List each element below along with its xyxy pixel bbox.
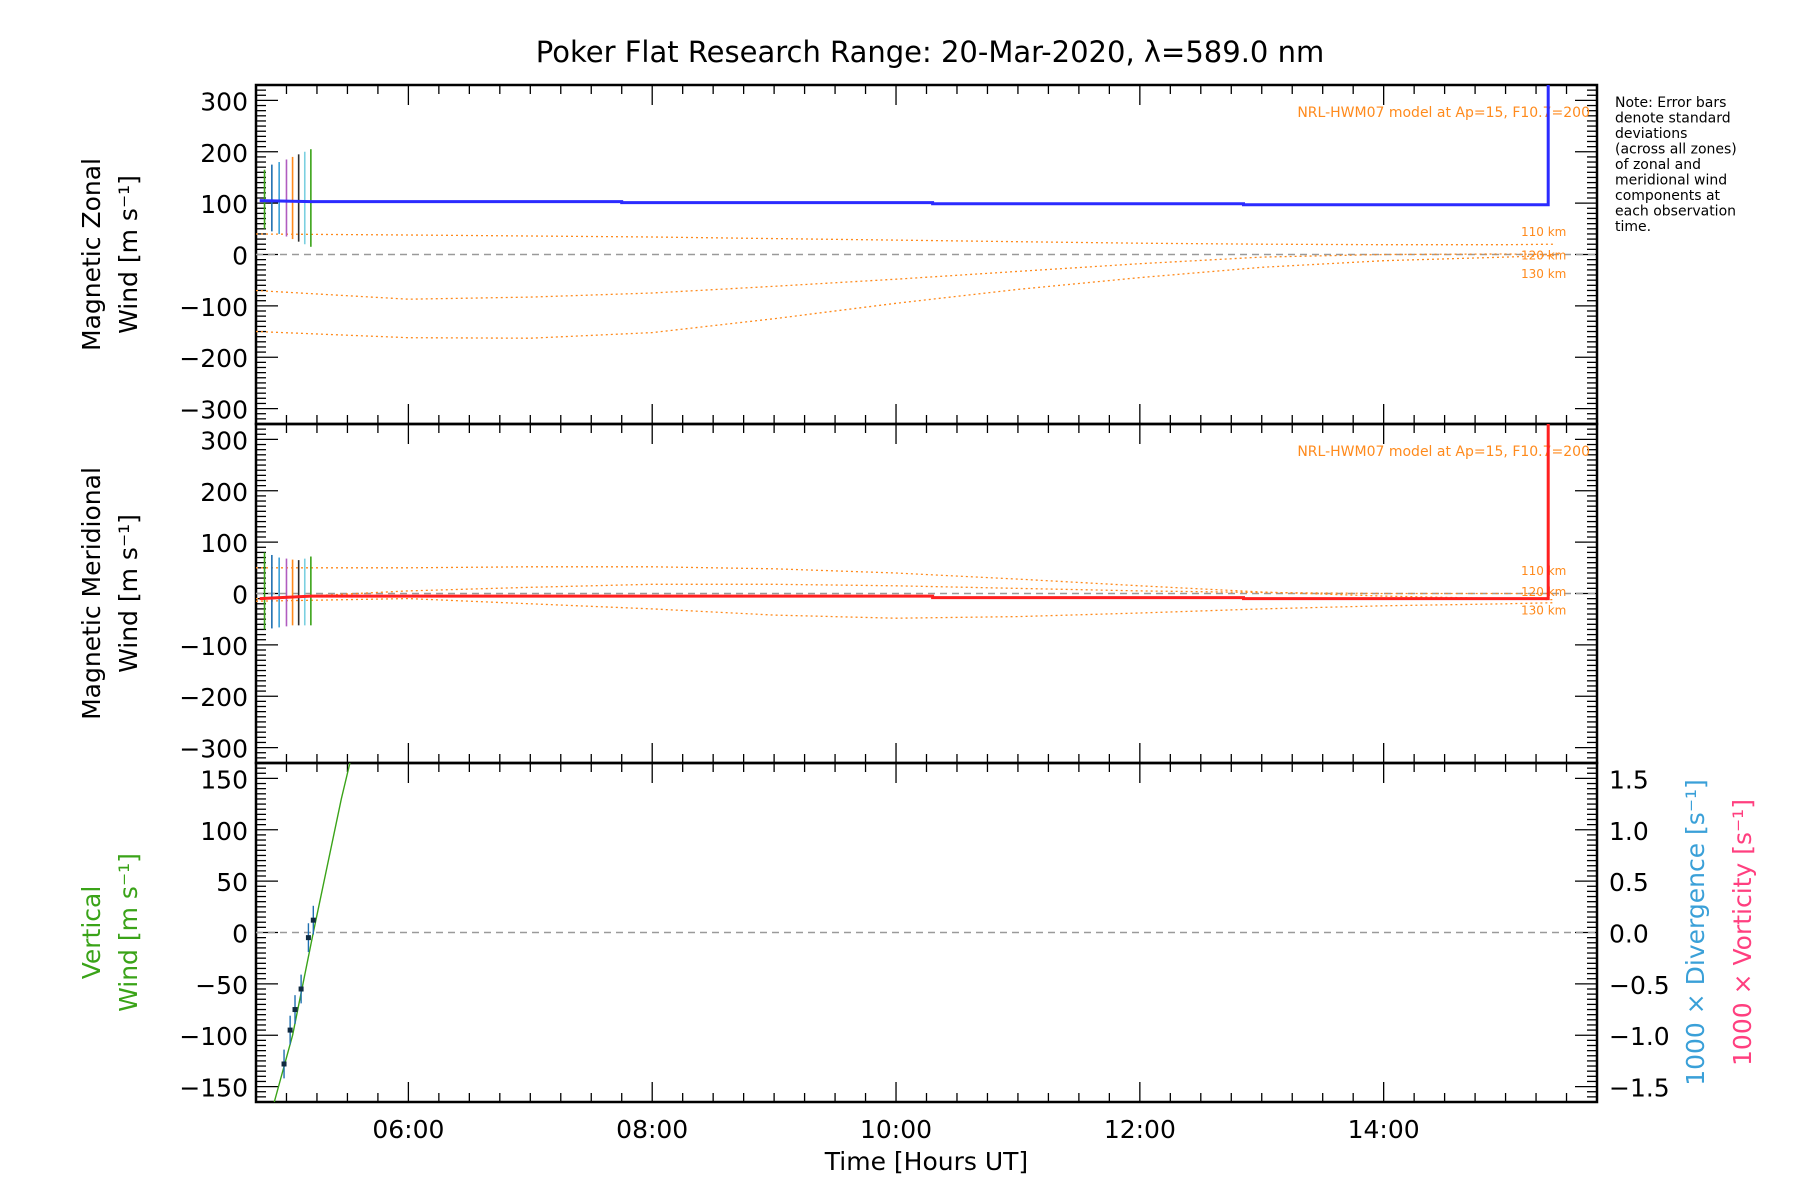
x-tick-label: 10:00 [860, 1115, 932, 1144]
y-tick-label: 50 [216, 868, 248, 897]
y2-tick-label: −1.0 [1609, 1022, 1670, 1051]
y2-tick-label: −1.5 [1609, 1074, 1670, 1103]
y-tick-label: 300 [200, 87, 248, 116]
y2-tick-label: −0.5 [1609, 971, 1670, 1000]
x-tick-label: 14:00 [1348, 1115, 1420, 1144]
y-axis-label: Magnetic Zonal Wind [m s⁻¹] [77, 158, 143, 351]
vertical-point [305, 935, 311, 941]
plot-frame [254, 761, 1599, 1104]
vertical-point [298, 986, 304, 992]
y-axis-label-line: Wind [m s⁻¹] [114, 175, 143, 334]
model-line [255, 583, 1555, 600]
vertical-point [292, 1007, 298, 1013]
y-tick-label: 0 [232, 920, 248, 949]
vertical-point [281, 1061, 287, 1067]
note-line: time. [1615, 219, 1651, 235]
x-tick-label: 12:00 [1104, 1115, 1176, 1144]
y-axis-label-line: Vertical [77, 886, 106, 980]
wind-line [259, 424, 1550, 601]
model-altitude-label: 130 km [1521, 267, 1566, 281]
y-tick-label: −100 [179, 293, 248, 322]
note-line: components at [1615, 188, 1721, 204]
y-axis-label-line: Magnetic Zonal [77, 158, 106, 351]
divergence-axis-label: 1000 × Divergence [s⁻¹] [1681, 779, 1710, 1086]
vorticity-axis-label: 1000 × Vorticity [s⁻¹] [1728, 799, 1757, 1066]
model-line [255, 597, 1555, 619]
zonal-wind-panel: −300 −200 −100 0 100 200 300 Magnetic Zonal Wind… [77, 83, 1599, 426]
y-tick-label: −300 [179, 396, 248, 425]
y2-tick-label: 1.5 [1609, 765, 1649, 794]
y-tick-label: −50 [195, 971, 248, 1000]
vertical-point [287, 1027, 293, 1033]
model-label: NRL-HWM07 model at Ap=15, F10.7=200 [1297, 444, 1590, 460]
y-axis-label-line: Wind [m s⁻¹] [114, 514, 143, 673]
vertical-point [310, 917, 316, 923]
model-altitude-label: 110 km [1521, 564, 1566, 578]
y-tick-label: 100 [200, 190, 248, 219]
y-tick-label: −200 [179, 344, 248, 373]
y-tick-label: 300 [200, 426, 248, 455]
y-tick-label: 0 [232, 581, 248, 610]
vertical-wind-panel: −1.5 −1.0 −0.5 0.0 0.5 1.0 1.5 −150 −100 −50 0 50 10… [77, 761, 1757, 1176]
y-axis-label-line: Wind [m s⁻¹] [114, 853, 143, 1012]
y-tick-label: 150 [200, 765, 248, 794]
note-line: Note: Error bars [1615, 95, 1726, 111]
model-altitude-label: 120 km [1521, 249, 1566, 263]
model-altitude-label: 110 km [1521, 225, 1566, 239]
model-altitude-label: 130 km [1521, 603, 1566, 617]
y-tick-label: −100 [179, 1022, 248, 1051]
x-tick-label: 08:00 [616, 1115, 688, 1144]
x-axis-label: Time [Hours UT] [824, 1147, 1028, 1176]
model-line [255, 233, 1555, 246]
note-line: denote standard [1615, 111, 1731, 127]
model-label: NRL-HWM07 model at Ap=15, F10.7=200 [1297, 105, 1590, 121]
meridional-wind-panel: −300 −200 −100 0 100 200 300 Magnetic Meridiona… [77, 422, 1599, 765]
y-tick-label: −150 [179, 1074, 248, 1103]
y-tick-label: 200 [200, 139, 248, 168]
y-axis-label: Vertical Wind [m s⁻¹] [77, 853, 143, 1012]
y-tick-label: 200 [200, 478, 248, 507]
y-tick-label: 0 [232, 242, 248, 271]
wind-line [259, 85, 1550, 207]
model-line [255, 254, 1555, 339]
note-line: of zonal and [1615, 157, 1701, 173]
note-line: deviations [1615, 126, 1687, 142]
y-tick-label: −100 [179, 632, 248, 661]
y2-tick-label: 0.0 [1609, 920, 1649, 949]
y2-tick-label: 1.0 [1609, 817, 1649, 846]
y-tick-label: −300 [179, 735, 248, 764]
y-axis-label-line: Magnetic Meridional [77, 467, 106, 720]
chart-title: Poker Flat Research Range: 20-Mar-2020, … [536, 35, 1324, 69]
model-line [255, 253, 1555, 300]
model-line [256, 566, 1555, 601]
note-line: meridional wind [1615, 173, 1727, 189]
y-tick-label: 100 [200, 817, 248, 846]
x-tick-label: 06:00 [372, 1115, 444, 1144]
y-axis-label: Magnetic Meridional Wind [m s⁻¹] [77, 467, 143, 720]
y2-tick-label: 0.5 [1609, 868, 1649, 897]
y-tick-label: 100 [200, 529, 248, 558]
y-tick-label: −200 [179, 683, 248, 712]
note-line: (across all zones) [1615, 142, 1737, 158]
note-line: each observation [1615, 204, 1736, 220]
model-altitude-label: 120 km [1521, 585, 1566, 599]
